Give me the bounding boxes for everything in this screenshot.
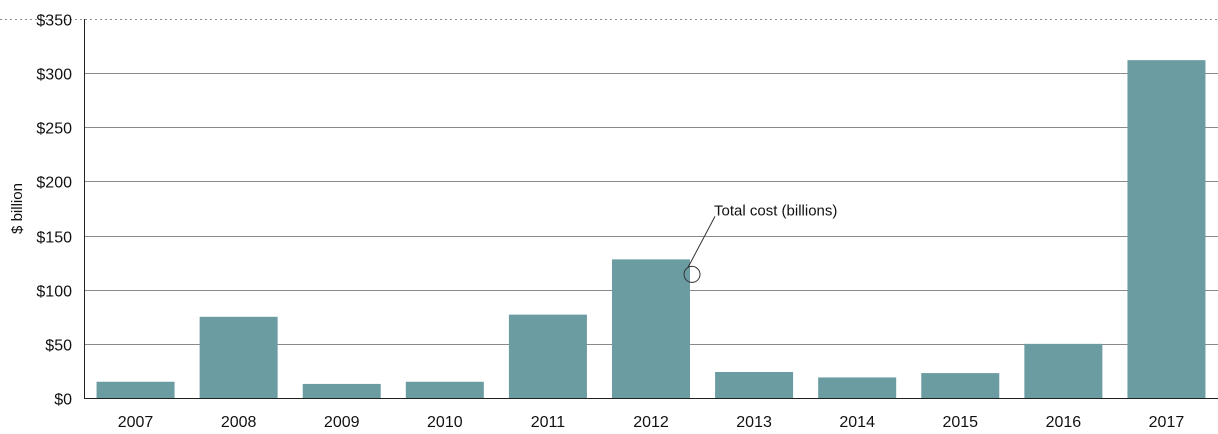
y-tick-label: $150 [36,230,72,247]
y-tick-label: $200 [36,175,72,192]
x-tick-labels: 2007 2008 2009 2010 2011 2012 2013 2014 2015 2016… [118,414,1185,431]
x-tick-label: 2014 [839,414,875,431]
y-tick-label: $100 [36,284,72,301]
y-tick-label: $50 [45,338,72,355]
annotation-marker [683,265,701,283]
y-tick-label: $300 [36,67,72,84]
bar-2013 [715,372,794,398]
y-tick-label: $0 [54,392,72,409]
x-tick-label: 2012 [633,414,669,431]
y-tick-label: $350 [36,13,72,30]
y-tick-label: $250 [36,121,72,138]
bar-2010 [405,381,484,398]
x-tick-label: 2013 [736,414,772,431]
bars [96,60,1206,399]
bar-2014 [818,377,897,398]
gridlines [0,19,1218,345]
bar-2017 [1127,60,1206,399]
bar-2011 [508,314,587,398]
annotation: Total cost (billions) [683,202,837,283]
x-tick-label: 2011 [531,414,566,431]
y-axis-title: $ billion [9,183,26,234]
annotation-label: Total cost (billions) [714,202,837,219]
x-tick-label: 2016 [1046,414,1082,431]
bar-2007 [96,381,175,398]
bar-2012 [612,259,690,398]
bar-2008 [199,316,278,398]
x-tick-label: 2017 [1149,414,1185,431]
x-tick-label: 2010 [427,414,463,431]
x-tick-label: 2007 [118,414,154,431]
bar-2016 [1024,343,1103,398]
axes [84,19,1218,399]
y-tick-labels: $0 $50 $100 $150 $200 $250 $300 $350 [36,13,72,409]
bar-2015 [921,373,1000,398]
bar-2009 [302,383,381,398]
annotation-leader-line [687,216,716,268]
x-tick-label: 2008 [221,414,257,431]
x-tick-label: 2015 [942,414,978,431]
x-tick-label: 2009 [324,414,360,431]
